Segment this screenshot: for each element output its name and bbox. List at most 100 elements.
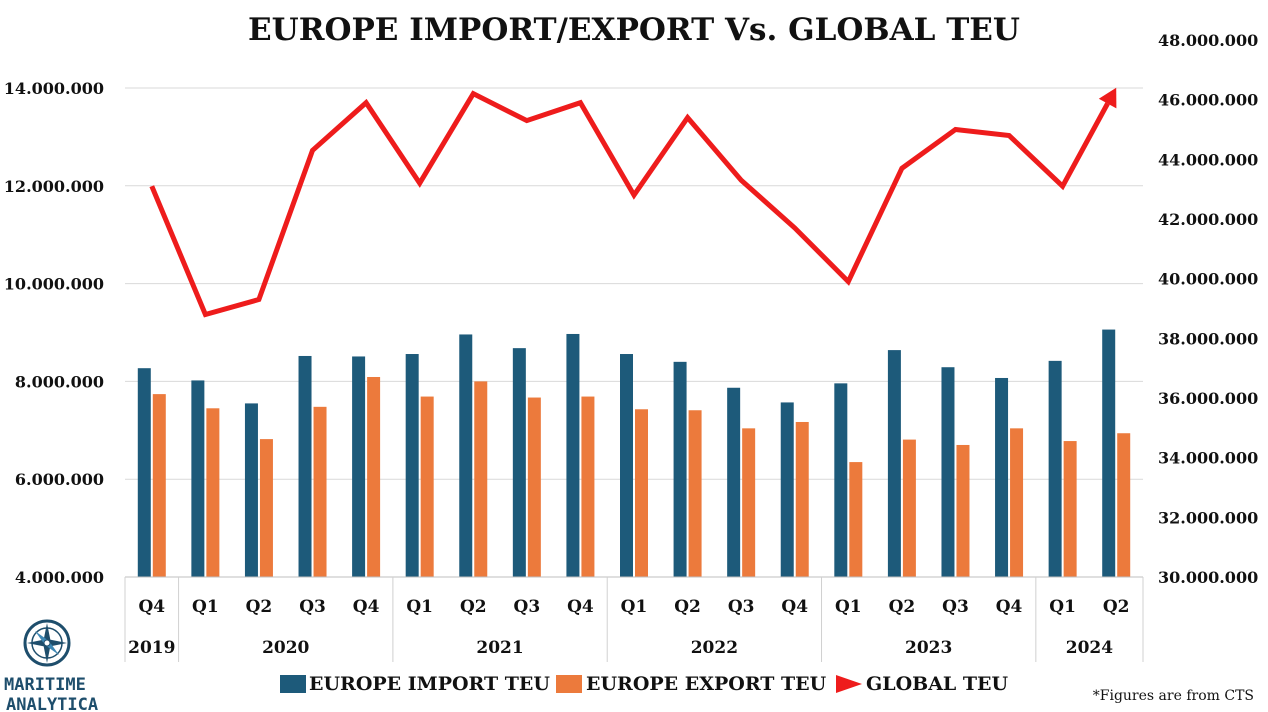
import-bar bbox=[566, 333, 580, 577]
year-label: 2021 bbox=[476, 638, 523, 658]
left-axis-tick-label: 12.000.000 bbox=[4, 177, 104, 196]
import-bar bbox=[244, 403, 258, 577]
legend-label-import: EUROPE IMPORT TEU bbox=[309, 673, 550, 695]
import-bar bbox=[673, 361, 687, 577]
quarter-label: Q4 bbox=[781, 597, 808, 617]
quarter-label: Q4 bbox=[567, 597, 594, 617]
quarter-label: Q3 bbox=[299, 597, 326, 617]
line-series bbox=[149, 87, 1117, 318]
import-bar bbox=[780, 402, 794, 577]
quarter-label: Q4 bbox=[138, 597, 165, 617]
bar-series bbox=[137, 329, 1131, 577]
quarter-label: Q3 bbox=[728, 597, 755, 617]
right-axis: 30.000.000 32.000.000 34.000.000 36.000.000… bbox=[1158, 31, 1258, 587]
import-bar bbox=[405, 354, 419, 577]
export-bar bbox=[902, 439, 916, 577]
export-bar bbox=[581, 396, 595, 577]
right-axis-tick-label: 34.000.000 bbox=[1158, 449, 1258, 468]
right-axis-tick-label: 46.000.000 bbox=[1158, 91, 1258, 110]
left-axis-tick-label: 6.000.000 bbox=[15, 470, 104, 489]
quarter-label: Q2 bbox=[246, 597, 273, 617]
export-bar bbox=[206, 408, 220, 577]
year-label: 2023 bbox=[905, 638, 952, 658]
right-axis-tick-label: 40.000.000 bbox=[1158, 270, 1258, 289]
year-label: 2022 bbox=[691, 638, 738, 658]
legend-swatch-export bbox=[556, 675, 582, 693]
import-bar bbox=[352, 356, 366, 577]
import-bar bbox=[834, 383, 848, 577]
import-bar bbox=[620, 354, 633, 577]
year-label: 2024 bbox=[1066, 638, 1113, 658]
right-axis-tick-label: 36.000.000 bbox=[1158, 389, 1258, 408]
global-teu-arrowhead bbox=[1098, 87, 1117, 109]
export-bar bbox=[313, 406, 327, 577]
import-bar bbox=[1102, 329, 1116, 577]
legend-label-global: GLOBAL TEU bbox=[866, 673, 1009, 695]
right-axis-tick-label: 30.000.000 bbox=[1158, 568, 1258, 587]
right-axis-tick-label: 38.000.000 bbox=[1158, 329, 1258, 348]
export-bar bbox=[474, 381, 488, 577]
quarter-label: Q3 bbox=[514, 597, 541, 617]
right-axis-tick-label: 32.000.000 bbox=[1158, 508, 1258, 527]
import-bar bbox=[137, 368, 151, 577]
logo-line2: ANALYTICA bbox=[6, 695, 98, 712]
left-axis-tick-label: 10.000.000 bbox=[4, 275, 104, 294]
quarter-label: Q2 bbox=[889, 597, 916, 617]
left-axis: 4.000.000 6.000.000 8.000.000 10.000.000 12.… bbox=[4, 79, 104, 587]
legend-swatch-import bbox=[280, 675, 306, 693]
chart-title: EUROPE IMPORT/EXPORT Vs. GLOBAL TEU bbox=[248, 12, 1020, 48]
legend: EUROPE IMPORT TEU EUROPE EXPORT TEU GLOB… bbox=[280, 673, 1009, 695]
export-bar bbox=[152, 394, 166, 577]
export-bar bbox=[1063, 441, 1077, 577]
quarter-label: Q2 bbox=[460, 597, 487, 617]
left-axis-tick-label: 14.000.000 bbox=[4, 79, 104, 98]
import-bar bbox=[941, 367, 955, 577]
export-bar bbox=[420, 396, 434, 577]
right-axis-tick-label: 42.000.000 bbox=[1158, 210, 1258, 229]
export-bar bbox=[1117, 433, 1131, 577]
export-bar bbox=[527, 397, 541, 577]
year-label: 2019 bbox=[128, 638, 175, 658]
export-bar bbox=[688, 410, 702, 577]
import-bar bbox=[191, 380, 205, 577]
import-bar bbox=[1048, 360, 1062, 577]
legend-label-export: EUROPE EXPORT TEU bbox=[586, 673, 827, 695]
year-label: 2020 bbox=[262, 638, 309, 658]
import-bar bbox=[298, 355, 312, 577]
import-bar bbox=[887, 350, 901, 577]
quarter-label: Q1 bbox=[621, 597, 648, 617]
export-bar bbox=[259, 439, 273, 577]
export-bar bbox=[742, 428, 756, 577]
import-bar bbox=[512, 348, 526, 577]
global-teu-line bbox=[149, 90, 1110, 318]
maritime-analytica-logo: MARITIME ANALYTICA bbox=[4, 619, 98, 712]
import-bar bbox=[727, 387, 741, 577]
quarter-label: Q1 bbox=[1049, 597, 1076, 617]
gridlines bbox=[125, 87, 1143, 480]
quarter-label: Q1 bbox=[192, 597, 219, 617]
export-bar bbox=[367, 376, 381, 577]
quarter-label: Q1 bbox=[835, 597, 862, 617]
left-axis-tick-label: 8.000.000 bbox=[15, 372, 104, 391]
quarter-label: Q1 bbox=[406, 597, 433, 617]
footnote: *Figures are from CTS bbox=[1093, 688, 1254, 704]
export-bar bbox=[795, 421, 809, 577]
quarter-label: Q3 bbox=[942, 597, 969, 617]
quarter-label: Q4 bbox=[353, 597, 380, 617]
right-axis-tick-label: 48.000.000 bbox=[1158, 31, 1258, 50]
quarter-label: Q4 bbox=[996, 597, 1023, 617]
right-axis-tick-label: 44.000.000 bbox=[1158, 150, 1258, 169]
legend-swatch-global bbox=[836, 675, 862, 693]
import-bar bbox=[995, 377, 1009, 577]
logo-line1: MARITIME bbox=[4, 675, 86, 695]
x-axis: Q4 Q1 Q2 Q3 Q4 Q1 Q2 Q3 Q4 Q1 Q2 Q3 Q4 Q1 Q2 Q3 Q4 Q1 Q2 20… bbox=[124, 576, 1144, 662]
left-axis-tick-label: 4.000.000 bbox=[15, 568, 104, 587]
quarter-label: Q2 bbox=[674, 597, 701, 617]
export-bar bbox=[956, 444, 970, 577]
export-bar bbox=[635, 409, 648, 577]
export-bar bbox=[849, 462, 863, 577]
quarter-label: Q2 bbox=[1103, 597, 1130, 617]
export-bar bbox=[1010, 428, 1024, 577]
compass-icon bbox=[23, 619, 71, 667]
